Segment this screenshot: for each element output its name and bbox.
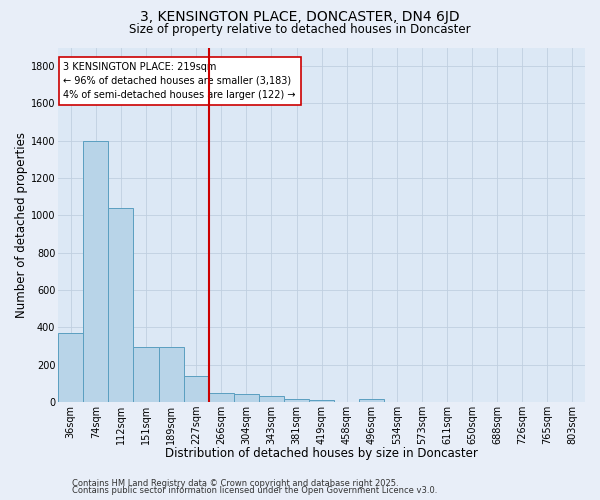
Bar [309, 400, 334, 402]
Bar [184, 376, 209, 402]
Bar [359, 399, 385, 402]
Text: Contains public sector information licensed under the Open Government Licence v3: Contains public sector information licen… [72, 486, 437, 495]
Bar [109, 208, 133, 402]
Bar [259, 396, 284, 402]
Y-axis label: Number of detached properties: Number of detached properties [15, 132, 28, 318]
Bar [133, 347, 158, 402]
Text: 3 KENSINGTON PLACE: 219sqm
← 96% of detached houses are smaller (3,183)
4% of se: 3 KENSINGTON PLACE: 219sqm ← 96% of deta… [64, 62, 296, 100]
Bar [234, 394, 259, 402]
Text: Contains HM Land Registry data © Crown copyright and database right 2025.: Contains HM Land Registry data © Crown c… [72, 478, 398, 488]
Bar [209, 392, 234, 402]
Text: 3, KENSINGTON PLACE, DONCASTER, DN4 6JD: 3, KENSINGTON PLACE, DONCASTER, DN4 6JD [140, 10, 460, 24]
Bar [58, 333, 83, 402]
Bar [83, 141, 109, 402]
X-axis label: Distribution of detached houses by size in Doncaster: Distribution of detached houses by size … [165, 447, 478, 460]
Bar [284, 399, 309, 402]
Bar [158, 347, 184, 402]
Text: Size of property relative to detached houses in Doncaster: Size of property relative to detached ho… [129, 22, 471, 36]
